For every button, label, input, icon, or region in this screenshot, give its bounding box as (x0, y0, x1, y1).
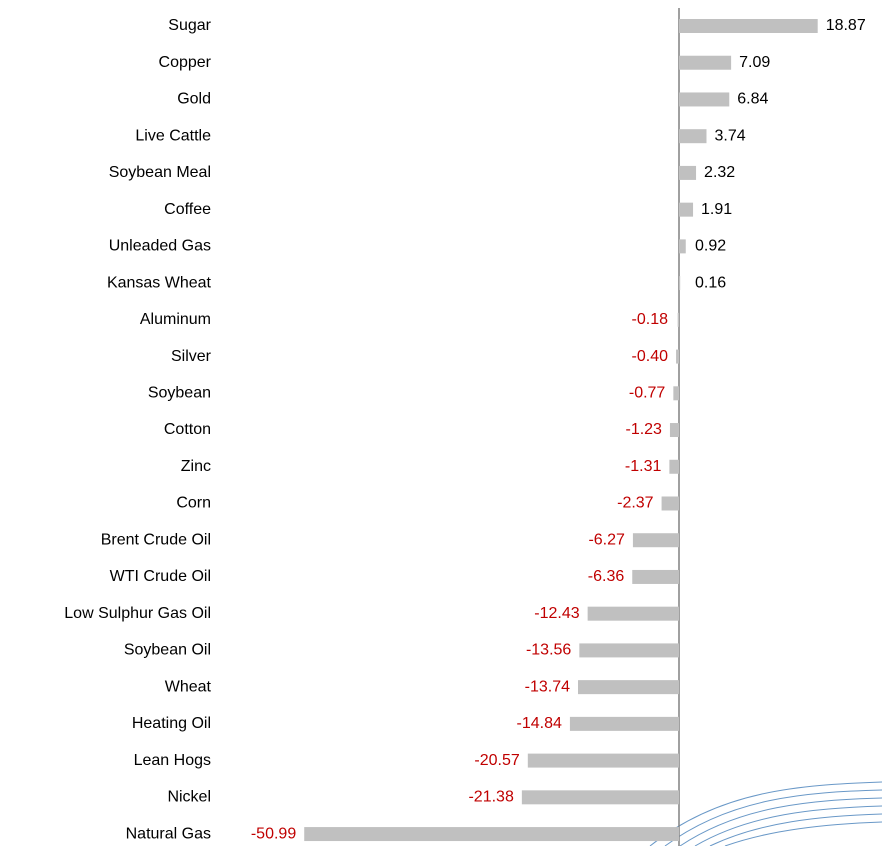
value-label: 2.32 (704, 164, 735, 181)
category-label: Zinc (181, 458, 211, 475)
bar (679, 166, 696, 180)
category-label: Brent Crude Oil (101, 531, 211, 548)
bar (528, 754, 679, 768)
bar (304, 827, 679, 841)
bar (679, 129, 706, 143)
bar (570, 717, 679, 731)
value-label: -21.38 (468, 789, 513, 806)
bar (669, 460, 679, 474)
category-label: Heating Oil (132, 715, 211, 732)
value-label: -2.37 (617, 495, 654, 512)
value-label: -12.43 (534, 605, 579, 622)
category-label: Lean Hogs (134, 752, 211, 769)
category-label: Aluminum (140, 311, 211, 328)
value-label: 3.74 (714, 127, 745, 144)
value-label: -14.84 (517, 715, 562, 732)
value-label: 1.91 (701, 201, 732, 218)
value-label: 0.16 (695, 274, 726, 291)
bar (673, 386, 679, 400)
bar (579, 643, 679, 657)
value-label: -0.18 (632, 311, 669, 328)
category-label: Soybean (148, 385, 211, 402)
decoration (650, 782, 882, 846)
category-label: Natural Gas (126, 825, 211, 842)
bar (662, 496, 679, 510)
bar (676, 350, 679, 364)
bar (632, 570, 679, 584)
category-label: WTI Crude Oil (110, 568, 211, 585)
bar (679, 92, 729, 106)
bar (633, 533, 679, 547)
bar (679, 56, 731, 70)
value-label: 0.92 (695, 238, 726, 255)
bar (678, 313, 679, 327)
bar (588, 607, 679, 621)
value-label: -50.99 (251, 825, 296, 842)
category-label: Silver (171, 348, 212, 365)
value-label: -1.23 (625, 421, 662, 438)
bar (522, 790, 679, 804)
bar (679, 276, 680, 290)
value-label: -1.31 (625, 458, 662, 475)
category-label: Cotton (164, 421, 211, 438)
category-label: Gold (177, 91, 211, 108)
value-label: 7.09 (739, 54, 770, 71)
value-label: 18.87 (826, 17, 866, 34)
bar (679, 203, 693, 217)
value-label: -13.74 (525, 678, 570, 695)
bar (670, 423, 679, 437)
bar (578, 680, 679, 694)
value-label: -0.40 (632, 348, 669, 365)
category-label: Live Cattle (135, 127, 211, 144)
value-label: -6.36 (588, 568, 625, 585)
category-label: Kansas Wheat (107, 274, 212, 291)
value-label: -13.56 (526, 642, 571, 659)
category-label: Low Sulphur Gas Oil (64, 605, 211, 622)
category-label: Nickel (167, 789, 211, 806)
category-label: Corn (176, 495, 211, 512)
category-label: Copper (159, 54, 212, 71)
value-label: -20.57 (474, 752, 519, 769)
category-label: Soybean Oil (124, 642, 211, 659)
category-label: Unleaded Gas (109, 238, 211, 255)
category-label: Soybean Meal (109, 164, 211, 181)
bar (679, 239, 686, 253)
category-label: Sugar (168, 17, 211, 34)
value-label: -6.27 (588, 531, 625, 548)
category-label: Wheat (165, 678, 212, 695)
bar (679, 19, 818, 33)
value-label: -0.77 (629, 385, 666, 402)
value-label: 6.84 (737, 91, 768, 108)
chart: Sugar 18.87 Copper 7.09 Gold 6.84 Live Cattle 3… (0, 0, 882, 846)
category-label: Coffee (164, 201, 211, 218)
